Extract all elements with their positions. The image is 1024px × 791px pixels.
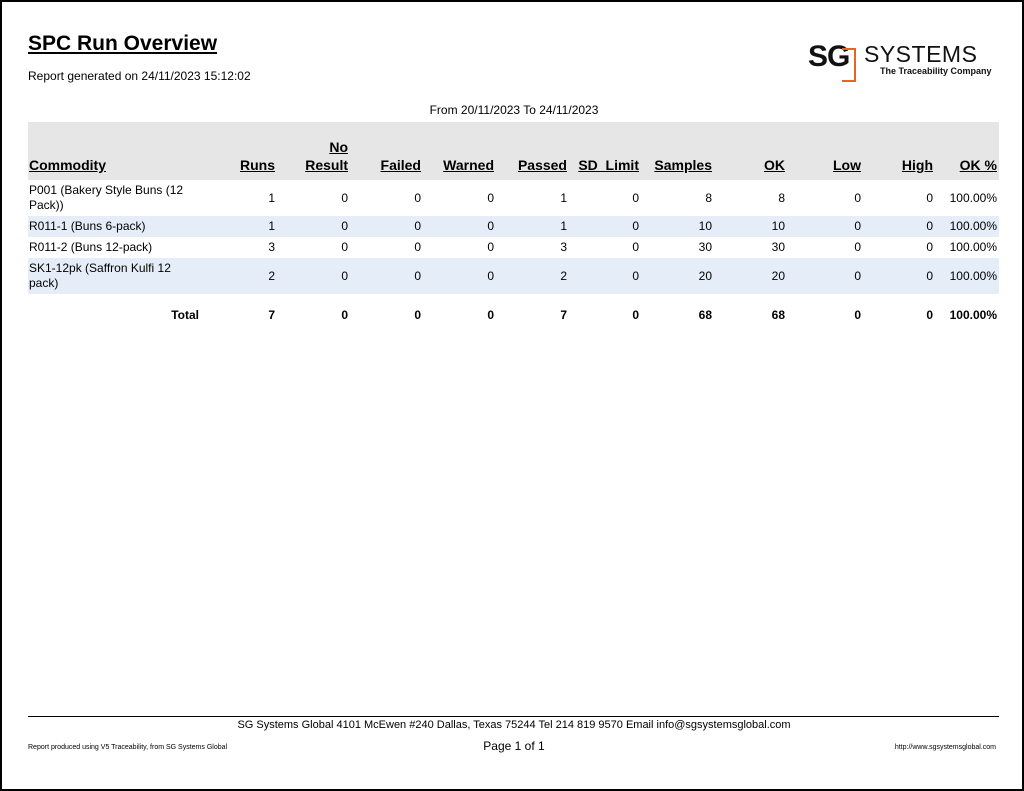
header-no-result-line2: Result	[305, 157, 348, 173]
total-label: Total	[171, 307, 199, 322]
cell-passed: 1	[560, 190, 567, 205]
cell-sd-limit: 0	[569, 216, 641, 237]
cell-ok-percent: 100.00%	[935, 216, 999, 237]
cell-samples: 8	[705, 190, 712, 205]
total-high: 0	[926, 307, 933, 322]
table-row: R011-1 (Buns 6-pack) 1 0 0 0 1 0 10 10 0…	[28, 216, 999, 237]
total-warned: 0	[487, 307, 494, 322]
header-ok-percent: OK %	[935, 122, 999, 180]
spc-run-table: Commodity Runs No Result Failed Warned Pa…	[28, 122, 999, 331]
cell-samples: 20	[641, 258, 714, 294]
cell-sd-limit: 0	[569, 258, 641, 294]
cell-low: 0	[787, 258, 863, 294]
cell-high: 0	[863, 216, 935, 237]
cell-failed: 0	[414, 240, 421, 254]
cell-no-result: 0	[341, 190, 348, 205]
header-samples: Samples	[641, 122, 714, 180]
table-row: SK1-12pk (Saffron Kulfi 12 pack) 2 0 0 0…	[28, 258, 999, 294]
cell-ok-percent: 100.00%	[949, 190, 997, 205]
cell-ok: 8	[778, 190, 785, 205]
cell-sd-limit: 0	[632, 190, 639, 205]
cell-runs: 3	[268, 240, 275, 254]
cell-runs: 1	[268, 190, 275, 205]
total-no-result: 0	[341, 307, 348, 322]
cell-high: 0	[926, 240, 933, 254]
cell-failed: 0	[414, 190, 421, 205]
total-ok-percent: 100.00%	[949, 307, 997, 322]
header-no-result: No Result	[277, 122, 350, 180]
table-total-row: Total 7 0 0 0 7 0 68 68 0 0 100.00%	[28, 294, 999, 331]
cell-samples: 10	[641, 216, 714, 237]
total-passed: 7	[560, 307, 567, 322]
footer-url: http://www.sgsystemsglobal.com	[894, 744, 996, 751]
cell-low: 0	[854, 190, 861, 205]
cell-ok-percent: 100.00%	[935, 258, 999, 294]
cell-samples: 30	[698, 240, 712, 254]
footer-address: SG Systems Global 4101 McEwen #240 Dalla…	[237, 719, 791, 731]
total-low: 0	[854, 307, 861, 322]
logo-bracket-icon	[842, 48, 856, 82]
report-date-range: From 20/11/2023 To 24/11/2023	[429, 103, 599, 117]
cell-warned: 0	[423, 258, 496, 294]
cell-warned: 0	[423, 216, 496, 237]
footer-page-number: Page 1 of 1	[483, 739, 545, 753]
cell-runs: 2	[201, 258, 277, 294]
cell-passed: 1	[496, 216, 569, 237]
cell-ok-percent: 100.00%	[949, 240, 997, 254]
header-commodity: Commodity	[28, 122, 201, 180]
logo-sg-mark: SG	[808, 40, 850, 73]
total-sd-limit: 0	[632, 307, 639, 322]
cell-ok: 30	[771, 240, 785, 254]
cell-commodity: P001 (Bakery Style Buns (12 Pack))	[29, 183, 184, 212]
report-generated-timestamp: Report generated on 24/11/2023 15:12:02	[28, 69, 251, 83]
total-failed: 0	[414, 307, 421, 322]
header-passed: Passed	[496, 122, 569, 180]
company-logo: SG SYSTEMS The Traceability Company	[808, 40, 998, 82]
cell-commodity: SK1-12pk (Saffron Kulfi 12 pack)	[28, 258, 201, 294]
cell-high: 0	[926, 190, 933, 205]
header-runs: Runs	[201, 122, 277, 180]
cell-low: 0	[854, 240, 861, 254]
footer-divider	[28, 716, 999, 717]
total-samples: 68	[698, 307, 712, 322]
cell-sd-limit: 0	[632, 240, 639, 254]
cell-ok: 10	[714, 216, 787, 237]
cell-passed: 3	[560, 240, 567, 254]
cell-runs: 1	[201, 216, 277, 237]
total-ok: 68	[771, 307, 785, 322]
cell-no-result: 0	[341, 240, 348, 254]
header-failed: Failed	[350, 122, 423, 180]
report-title: SPC Run Overview	[28, 32, 218, 55]
total-runs: 7	[268, 307, 275, 322]
logo-tagline: The Traceability Company	[880, 66, 992, 76]
cell-warned: 0	[487, 240, 494, 254]
cell-failed: 0	[350, 216, 423, 237]
cell-ok: 20	[714, 258, 787, 294]
cell-failed: 0	[350, 258, 423, 294]
cell-passed: 2	[496, 258, 569, 294]
logo-systems-text: SYSTEMS	[864, 41, 978, 67]
cell-low: 0	[787, 216, 863, 237]
header-no-result-line1: No	[329, 139, 348, 155]
table-header-row: Commodity Runs No Result Failed Warned Pa…	[28, 122, 999, 180]
cell-high: 0	[863, 258, 935, 294]
table-row: R011-2 (Buns 12-pack) 3 0 0 0 3 0 30 30 …	[28, 237, 999, 258]
cell-no-result: 0	[277, 216, 350, 237]
header-warned: Warned	[423, 122, 496, 180]
header-high: High	[863, 122, 935, 180]
header-sd-limit: SD_Limit	[569, 122, 641, 180]
cell-no-result: 0	[277, 258, 350, 294]
table-row: P001 (Bakery Style Buns (12 Pack)) 1 0 0…	[28, 180, 999, 216]
cell-commodity: R011-2 (Buns 12-pack)	[29, 240, 153, 254]
header-low: Low	[787, 122, 863, 180]
cell-warned: 0	[487, 190, 494, 205]
footer-produced-by: Report produced using V5 Traceability, f…	[28, 744, 228, 751]
cell-commodity: R011-1 (Buns 6-pack)	[28, 216, 201, 237]
header-ok: OK	[714, 122, 787, 180]
